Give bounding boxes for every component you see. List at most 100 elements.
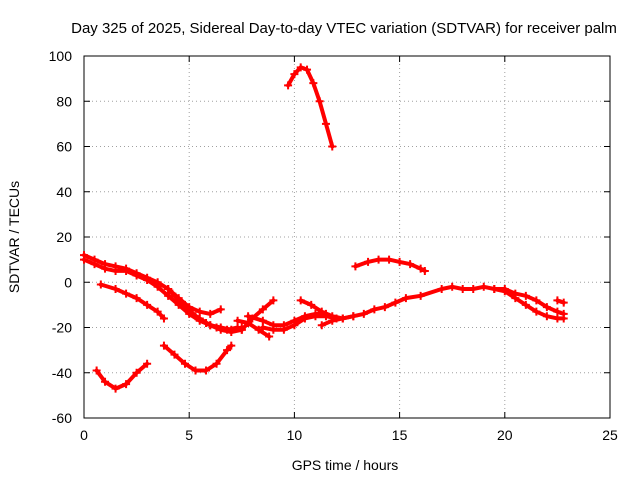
data-point [170,350,179,359]
data-point [143,275,152,284]
data-point [191,366,200,375]
data-series [80,63,568,393]
series-track-12 [351,255,429,275]
y-tick-label: 40 [56,184,72,200]
data-point [191,312,200,321]
series-track-16 [490,285,568,323]
data-point [111,285,120,294]
gridlines [84,56,610,418]
data-point [101,377,110,386]
data-point [559,298,568,307]
y-tick-label: 60 [56,139,72,155]
x-tick-label: 25 [602,427,618,443]
data-point [296,296,305,305]
y-tick-label: 0 [64,274,72,290]
data-point [328,316,337,325]
data-point [311,312,320,321]
data-point [212,359,221,368]
data-point [206,309,215,318]
data-point [309,79,318,88]
series-line [286,65,335,149]
data-point [80,255,88,264]
data-point [553,307,562,316]
data-point [195,307,204,316]
data-point [258,323,267,332]
data-point [542,312,551,321]
data-point [101,264,110,273]
data-point [216,305,225,314]
data-point [202,318,211,327]
data-point [338,314,347,323]
series-track-13 [284,63,337,151]
data-point [479,282,488,291]
data-point [290,321,299,330]
data-point [559,314,568,323]
data-point [416,264,425,273]
data-point [233,323,242,332]
y-axis-ticks: -60 -40 -20 0 20 40 60 80 100 [49,48,610,426]
data-point [420,266,429,275]
data-point [227,341,236,350]
data-point [437,285,446,294]
data-point [315,97,324,106]
data-point [370,305,379,314]
data-point [258,305,267,314]
data-point [284,81,293,90]
x-axis-label: GPS time / hours [292,457,399,473]
series-line [235,318,272,339]
y-tick-label: 100 [49,48,73,64]
series-track-15 [159,341,236,375]
data-point [212,323,221,332]
y-tick-label: 20 [56,229,72,245]
data-point [296,63,305,72]
series-line [239,298,276,332]
data-point [180,300,189,309]
data-point [317,307,326,316]
data-point [132,271,141,280]
data-point [380,303,389,312]
data-point [374,255,383,264]
x-tick-label: 10 [287,427,303,443]
data-point [159,314,168,323]
data-point [490,285,499,294]
data-point [164,285,173,294]
data-point [349,312,358,321]
data-point [90,260,99,269]
series-line [94,361,150,391]
y-tick-label: -20 [52,320,72,336]
data-point [164,291,173,300]
data-point [265,332,274,341]
data-point [159,341,168,350]
data-point [401,294,410,303]
data-point [385,255,394,264]
y-tick-label: 80 [56,93,72,109]
data-point [317,321,326,330]
data-point [553,296,562,305]
data-point [132,294,141,303]
data-point [416,291,425,300]
data-point [122,266,131,275]
data-point [279,325,288,334]
data-point [254,325,263,334]
data-point [153,307,162,316]
data-point [469,285,478,294]
data-point [511,294,520,303]
data-point [303,65,312,74]
plot-frame [83,55,611,419]
data-point [351,262,360,271]
data-point [521,300,530,309]
data-point [521,291,530,300]
data-point [153,282,162,291]
data-point [458,285,467,294]
data-point [321,119,330,128]
data-point [237,325,246,334]
series-track-14 [92,359,152,393]
data-point [542,303,551,312]
data-point [180,359,189,368]
data-point [122,380,131,389]
data-point [448,282,457,291]
data-point [223,325,232,334]
data-point [500,287,509,296]
data-point [233,316,242,325]
data-point [143,300,152,309]
